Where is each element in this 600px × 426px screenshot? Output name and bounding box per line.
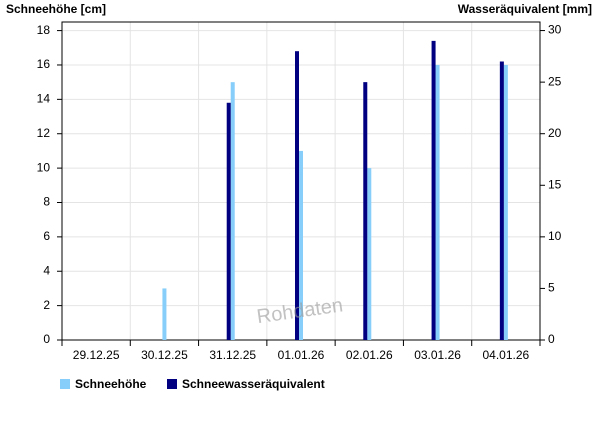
- x-tick-label: 03.01.26: [414, 348, 461, 362]
- y2-tick-label: 25: [548, 74, 562, 88]
- bar: [431, 40, 436, 341]
- y2-tick-label: 15: [548, 177, 562, 191]
- y-tick-label: 2: [43, 298, 50, 312]
- y-tick-label: 10: [37, 160, 51, 174]
- y2-tick-label: 30: [548, 23, 562, 37]
- bar: [499, 61, 504, 340]
- x-tick-label: 30.12.25: [141, 348, 188, 362]
- x-tick-label: 02.01.26: [346, 348, 393, 362]
- bar: [226, 102, 231, 340]
- bar: [295, 51, 299, 340]
- y2-tick-label: 0: [548, 332, 555, 346]
- bar: [363, 82, 368, 341]
- y2-tick-label: 20: [548, 126, 562, 140]
- bar: [162, 288, 167, 340]
- y-tick-label: 14: [37, 92, 51, 106]
- y2-axis-title: Wasseräquivalent [mm]: [458, 2, 592, 16]
- y2-tick-label: 10: [548, 229, 562, 243]
- y-tick-label: 12: [37, 126, 51, 140]
- y-tick-label: 8: [43, 195, 50, 209]
- x-tick-label: 01.01.26: [278, 348, 325, 362]
- bar: [367, 168, 372, 340]
- y-tick-label: 0: [43, 332, 50, 346]
- y-axis-title: Schneehöhe [cm]: [6, 2, 106, 16]
- bar: [299, 150, 303, 340]
- x-tick-label: 29.12.25: [73, 348, 120, 362]
- bar: [230, 82, 235, 340]
- legend-label: Schneehöhe: [75, 377, 147, 391]
- legend-swatch: [167, 379, 177, 389]
- y-tick-label: 6: [43, 229, 50, 243]
- y-tick-label: 18: [37, 23, 51, 37]
- bar: [503, 64, 508, 341]
- legend-label: Schneewasseräquivalent: [182, 377, 325, 391]
- y-tick-label: 4: [43, 263, 50, 277]
- x-tick-label: 04.01.26: [482, 348, 529, 362]
- y-tick-label: 16: [37, 57, 51, 71]
- bar: [435, 64, 440, 341]
- y2-tick-label: 5: [548, 281, 555, 295]
- legend-swatch: [60, 379, 70, 389]
- x-tick-label: 31.12.25: [209, 348, 256, 362]
